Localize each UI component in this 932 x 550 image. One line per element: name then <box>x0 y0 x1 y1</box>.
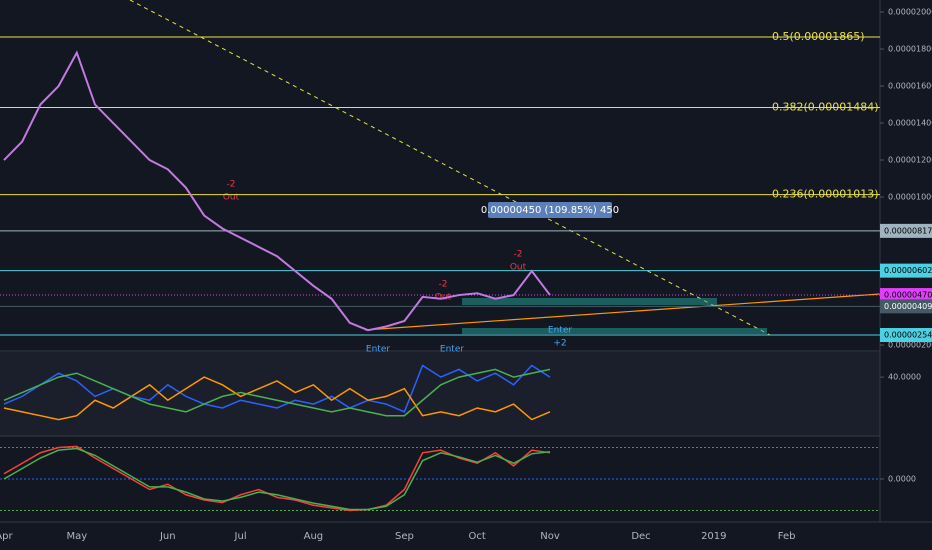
x-tick-label: Sep <box>395 531 414 542</box>
x-tick-label: Nov <box>540 531 560 542</box>
x-tick-label: Dec <box>631 531 650 542</box>
annotation: -2 <box>227 180 236 190</box>
price-tag <box>880 288 932 303</box>
y-tick-label: 0.00001400 <box>888 119 932 128</box>
fib-label: 0.236(0.00001013) <box>772 188 879 201</box>
annotation: -2 <box>514 250 523 260</box>
x-tick-label: Feb <box>778 531 796 542</box>
x-tick-label: Jun <box>159 531 176 542</box>
price-tag <box>880 299 932 314</box>
price-tag <box>880 328 932 343</box>
measure-label: 0.00000450 (109.85%) 450 <box>481 205 619 216</box>
x-tick-label: May <box>66 531 87 542</box>
fib-label: 0.382(0.00001484) <box>772 100 879 113</box>
x-tick-label: Aug <box>304 531 324 542</box>
trend-line <box>129 0 771 336</box>
indicator-line <box>3 447 551 511</box>
price-line-series <box>3 50 551 332</box>
y-tick-label: 40.0000 <box>888 373 921 382</box>
annotation: Enter <box>366 345 390 355</box>
y-tick-label: 0.00002000 <box>888 8 932 17</box>
price-tag-label: 0.00000602 <box>884 266 932 275</box>
x-tick-label: Apr <box>0 531 14 542</box>
annotation: -2 <box>439 280 448 290</box>
indicator-panel <box>0 352 880 436</box>
annotation: Out <box>223 193 240 203</box>
annotation: Enter <box>440 345 464 355</box>
x-tick-label: Jul <box>234 531 247 542</box>
trend-line <box>364 293 881 331</box>
zone <box>462 298 717 305</box>
indicator-line <box>3 376 551 421</box>
zone <box>462 328 767 334</box>
price-tag-label: 0.00000409 <box>884 302 932 311</box>
price-tag-label: 0.00000470 <box>884 291 932 300</box>
y-tick-label: 0.00001000 <box>888 193 932 202</box>
indicator-line <box>3 364 551 413</box>
x-tick-label: Oct <box>469 531 486 542</box>
y-tick-label: 0.00001200 <box>888 156 932 165</box>
y-tick-label: 0.00000200 <box>888 341 932 350</box>
measure-box <box>488 202 612 218</box>
y-tick-label: 0.00001800 <box>888 45 932 54</box>
annotation: +2 <box>553 339 566 349</box>
fib-label: 0.5(0.00001865) <box>772 30 865 43</box>
price-tag-label: 0.00000254 <box>884 331 932 340</box>
price-tag <box>880 223 932 238</box>
y-tick-label: 0.00001600 <box>888 82 932 91</box>
price-tag <box>880 263 932 278</box>
indicator-line <box>3 368 551 417</box>
x-tick-label: 2019 <box>701 531 726 542</box>
annotation: Enter <box>548 326 572 336</box>
price-tag-label: 0.00000817 <box>884 226 932 235</box>
y-tick-label: 0.0000 <box>888 475 916 484</box>
annotation: Out <box>510 263 527 273</box>
indicator-line <box>3 445 551 512</box>
